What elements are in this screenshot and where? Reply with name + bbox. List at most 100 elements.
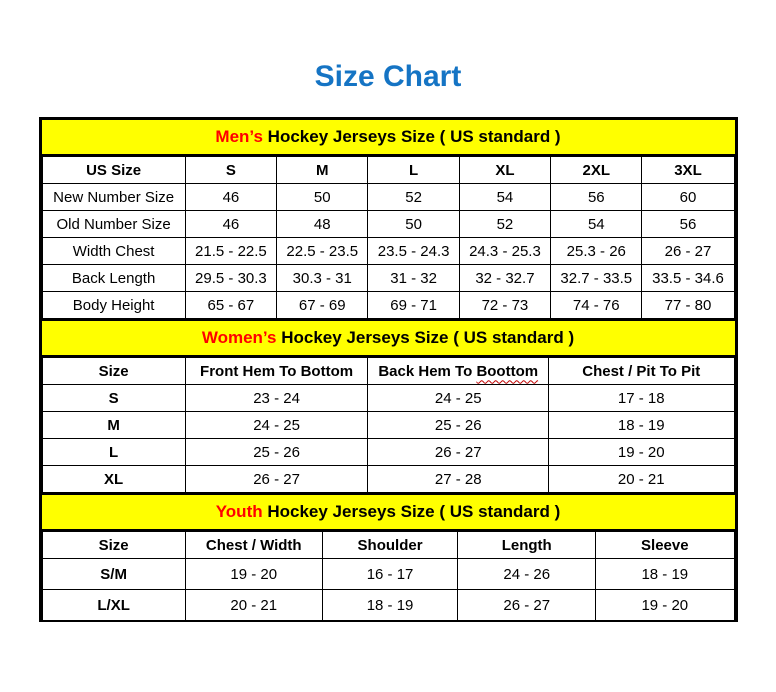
size-value-cell: 19 - 20 (184, 558, 323, 590)
size-value-cell: 77 - 80 (641, 291, 735, 319)
size-value-cell: 67 - 69 (276, 291, 369, 319)
column-header: Shoulder (321, 531, 459, 559)
size-value-cell: 74 - 76 (550, 291, 643, 319)
size-value-cell: 29.5 - 30.3 (184, 264, 278, 292)
size-value-cell: 17 - 18 (548, 384, 735, 412)
mens-section-banner: Men’s Hockey Jerseys Size ( US standard … (41, 120, 735, 156)
row-label: XL (41, 465, 186, 493)
size-value-cell: 31 - 32 (367, 264, 460, 292)
size-value-cell: 33.5 - 34.6 (641, 264, 735, 292)
size-value-cell: 24 - 26 (457, 558, 597, 590)
row-label: S (41, 384, 186, 412)
size-value-cell: 69 - 71 (367, 291, 460, 319)
column-header: S (184, 156, 278, 184)
size-value-cell: 60 (641, 183, 735, 211)
womens-banner-highlight: Women’s (201, 328, 277, 347)
column-header: Sleeve (595, 531, 735, 559)
row-label: Old Number Size (41, 210, 186, 238)
size-value-cell: 25.3 - 26 (550, 237, 643, 265)
size-value-cell: 19 - 20 (548, 438, 735, 466)
mens-banner-highlight: Men’s (215, 127, 263, 146)
womens-banner-text: Hockey Jerseys Size ( US standard ) (276, 328, 575, 347)
size-value-cell: 32 - 32.7 (458, 264, 552, 292)
table-row: L 25 - 26 26 - 27 19 - 20 (41, 438, 735, 466)
table-row: M 24 - 25 25 - 26 18 - 19 (41, 411, 735, 439)
column-header: Length (457, 531, 597, 559)
size-value-cell: 30.3 - 31 (276, 264, 369, 292)
size-value-cell: 48 (276, 210, 369, 238)
table-row: Body Height 65 - 67 67 - 69 69 - 71 72 - 73 7… (41, 291, 735, 319)
size-value-cell: 50 (276, 183, 369, 211)
row-label: M (41, 411, 186, 439)
row-label: Body Height (41, 291, 186, 319)
size-value-cell: 18 - 19 (548, 411, 735, 439)
row-label: Width Chest (41, 237, 186, 265)
size-value-cell: 20 - 21 (548, 465, 735, 493)
size-value-cell: 16 - 17 (321, 558, 459, 590)
row-label: L (41, 438, 186, 466)
table-row: S/M 19 - 20 16 - 17 24 - 26 18 - 19 (41, 558, 735, 590)
size-value-cell: 54 (458, 183, 552, 211)
mens-banner-text: Hockey Jerseys Size ( US standard ) (262, 127, 561, 146)
size-value-cell: 65 - 67 (184, 291, 278, 319)
table-row: Width Chest 21.5 - 22.5 22.5 - 23.5 23.5 - … (41, 237, 735, 265)
column-header: Chest / Pit To Pit (548, 357, 735, 385)
row-label: New Number Size (41, 183, 186, 211)
column-header: 2XL (550, 156, 643, 184)
size-value-cell: 52 (458, 210, 552, 238)
size-value-cell: 24 - 25 (184, 411, 369, 439)
table-row: Back Length 29.5 - 30.3 30.3 - 31 31 - 32 32… (41, 264, 735, 292)
size-value-cell: 27 - 28 (367, 465, 550, 493)
size-value-cell: 21.5 - 22.5 (184, 237, 278, 265)
size-chart: Men’s Hockey Jerseys Size ( US standard … (38, 117, 738, 622)
header-row: US Size S M L XL 2XL 3XL (41, 156, 735, 184)
size-value-cell: 26 - 27 (367, 438, 550, 466)
size-value-cell: 25 - 26 (367, 411, 550, 439)
size-value-cell: 18 - 19 (321, 589, 459, 621)
size-value-cell: 72 - 73 (458, 291, 552, 319)
table-row: New Number Size 46 50 52 54 56 60 (41, 183, 735, 211)
size-value-cell: 23.5 - 24.3 (367, 237, 460, 265)
row-label: L/XL (41, 589, 186, 621)
size-value-cell: 20 - 21 (184, 589, 323, 621)
table-row: Old Number Size 46 48 50 52 54 56 (41, 210, 735, 238)
page-title: Size Chart (314, 60, 462, 93)
row-label: Back Length (41, 264, 186, 292)
size-value-cell: 19 - 20 (595, 589, 735, 621)
womens-size-table: Size Front Hem To Bottom Back Hem To Boott… (41, 357, 735, 493)
row-label: S/M (41, 558, 186, 590)
size-value-cell: 32.7 - 33.5 (550, 264, 643, 292)
mens-size-table: US Size S M L XL 2XL 3XL New Number Size 46 50 52 5… (41, 156, 735, 319)
size-value-cell: 56 (550, 183, 643, 211)
column-header: Front Hem To Bottom (184, 357, 369, 385)
size-value-cell: 26 - 27 (641, 237, 735, 265)
misspelled-word: Boottom (476, 362, 539, 380)
column-header: L (367, 156, 460, 184)
column-header: Back Hem To Boottom (367, 357, 550, 385)
column-header: US Size (41, 156, 186, 184)
youth-size-table: Size Chest / Width Shoulder Length Sleeve S/M… (41, 531, 735, 621)
size-value-cell: 56 (641, 210, 735, 238)
size-value-cell: 23 - 24 (184, 384, 369, 412)
header-row: Size Front Hem To Bottom Back Hem To Boott… (41, 357, 735, 385)
size-value-cell: 50 (367, 210, 460, 238)
youth-banner-highlight: Youth (215, 502, 263, 521)
youth-banner-text: Hockey Jerseys Size ( US standard ) (262, 502, 561, 521)
table-row: S 23 - 24 24 - 25 17 - 18 (41, 384, 735, 412)
table-row: L/XL 20 - 21 18 - 19 26 - 27 19 - 20 (41, 589, 735, 621)
column-header: XL (458, 156, 552, 184)
column-header: 3XL (641, 156, 735, 184)
youth-section-banner: Youth Hockey Jerseys Size ( US standard … (41, 493, 735, 531)
table-row: XL 26 - 27 27 - 28 20 - 21 (41, 465, 735, 493)
column-header: M (276, 156, 369, 184)
size-value-cell: 26 - 27 (184, 465, 369, 493)
size-value-cell: 46 (184, 183, 278, 211)
column-header-text: Back Hem To (378, 362, 477, 380)
column-header: Size (41, 357, 186, 385)
size-value-cell: 25 - 26 (184, 438, 369, 466)
size-value-cell: 24 - 25 (367, 384, 550, 412)
size-value-cell: 18 - 19 (595, 558, 735, 590)
size-chart-page: Size Chart Men’s Hockey Jerseys Size ( U… (0, 60, 776, 622)
size-value-cell: 54 (550, 210, 643, 238)
size-value-cell: 22.5 - 23.5 (276, 237, 369, 265)
